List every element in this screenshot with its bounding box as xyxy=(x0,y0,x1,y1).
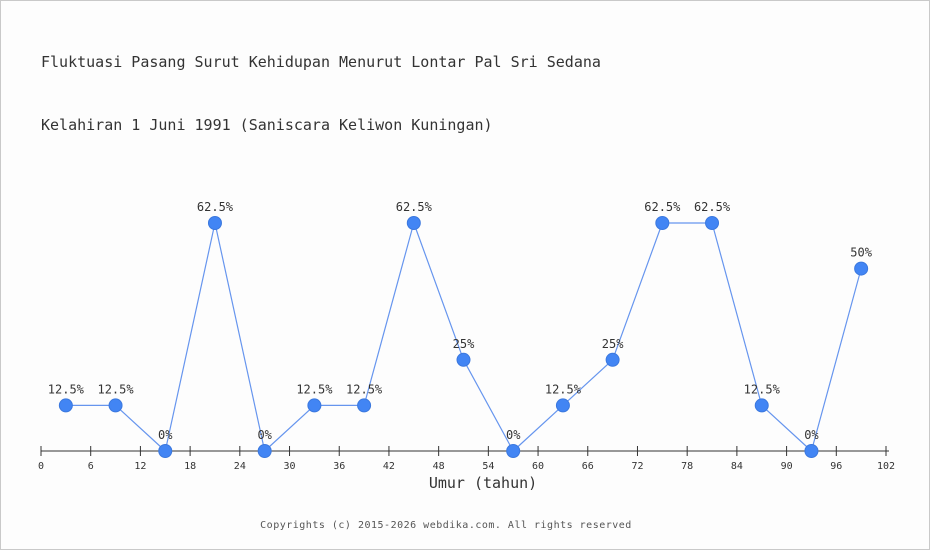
x-axis-tick-label: 54 xyxy=(482,461,494,472)
x-axis-tick-label: 66 xyxy=(582,461,594,472)
x-axis-tick-label: 42 xyxy=(383,461,395,472)
data-point-label: 12.5% xyxy=(545,382,582,396)
data-point-label: 50% xyxy=(850,246,872,260)
data-point-marker xyxy=(804,444,819,458)
x-axis-tick-label: 84 xyxy=(731,461,743,472)
data-point-label: 0% xyxy=(158,428,173,442)
data-point-label: 12.5% xyxy=(744,382,781,396)
data-point-label: 25% xyxy=(453,337,475,351)
data-point-label: 12.5% xyxy=(97,382,134,396)
data-point-marker xyxy=(207,216,222,230)
data-point-marker xyxy=(754,398,769,413)
data-point-label: 0% xyxy=(506,428,521,442)
data-point-marker xyxy=(58,398,73,413)
x-axis-tick-label: 102 xyxy=(877,461,895,472)
data-point-marker xyxy=(506,444,521,458)
x-axis-tick-label: 18 xyxy=(184,461,196,472)
data-point-label: 12.5% xyxy=(296,382,333,396)
x-axis-tick-label: 6 xyxy=(88,461,94,472)
x-axis-tick-label: 60 xyxy=(532,461,544,472)
x-axis-title: Umur (tahun) xyxy=(428,474,538,492)
copyright-footer: Copyrights (c) 2015-2026 webdika.com. Al… xyxy=(260,520,632,531)
data-point-marker xyxy=(357,398,372,413)
chart-title-line2: Kelahiran 1 Juni 1991 (Saniscara Keliwon… xyxy=(41,116,493,134)
data-point-label: 12.5% xyxy=(48,382,85,396)
x-axis-tick-label: 48 xyxy=(433,461,445,472)
x-axis-tick-label: 90 xyxy=(781,461,793,472)
data-point-marker xyxy=(158,444,173,458)
data-point-marker xyxy=(456,352,471,367)
chart-title-line1: Fluktuasi Pasang Surut Kehidupan Menurut… xyxy=(41,53,601,71)
data-point-label: 25% xyxy=(602,337,624,351)
data-point-marker xyxy=(705,216,720,230)
x-axis-tick-label: 24 xyxy=(234,461,246,472)
x-axis-tick-label: 36 xyxy=(333,461,345,472)
data-point-label: 62.5% xyxy=(197,200,234,214)
data-point-label: 62.5% xyxy=(644,200,681,214)
data-point-marker xyxy=(854,261,869,276)
chart-title: Fluktuasi Pasang Surut Kehidupan Menurut… xyxy=(41,10,601,178)
data-point-marker xyxy=(257,444,272,458)
data-point-label: 0% xyxy=(257,428,272,442)
data-point-label: 62.5% xyxy=(396,200,433,214)
data-point-marker xyxy=(655,216,670,230)
data-point-marker xyxy=(605,352,620,367)
data-point-marker xyxy=(307,398,322,413)
x-axis-tick-label: 78 xyxy=(681,461,693,472)
x-axis-tick-label: 12 xyxy=(134,461,146,472)
data-point-marker xyxy=(108,398,123,413)
data-point-label: 62.5% xyxy=(694,200,731,214)
data-point-marker xyxy=(406,216,421,230)
data-point-marker xyxy=(555,398,570,413)
data-point-label: 12.5% xyxy=(346,382,383,396)
x-axis-tick-label: 96 xyxy=(830,461,842,472)
x-axis-tick-label: 30 xyxy=(284,461,296,472)
x-axis-tick-label: 0 xyxy=(38,461,44,472)
x-axis-tick-label: 72 xyxy=(631,461,643,472)
data-point-label: 0% xyxy=(804,428,819,442)
